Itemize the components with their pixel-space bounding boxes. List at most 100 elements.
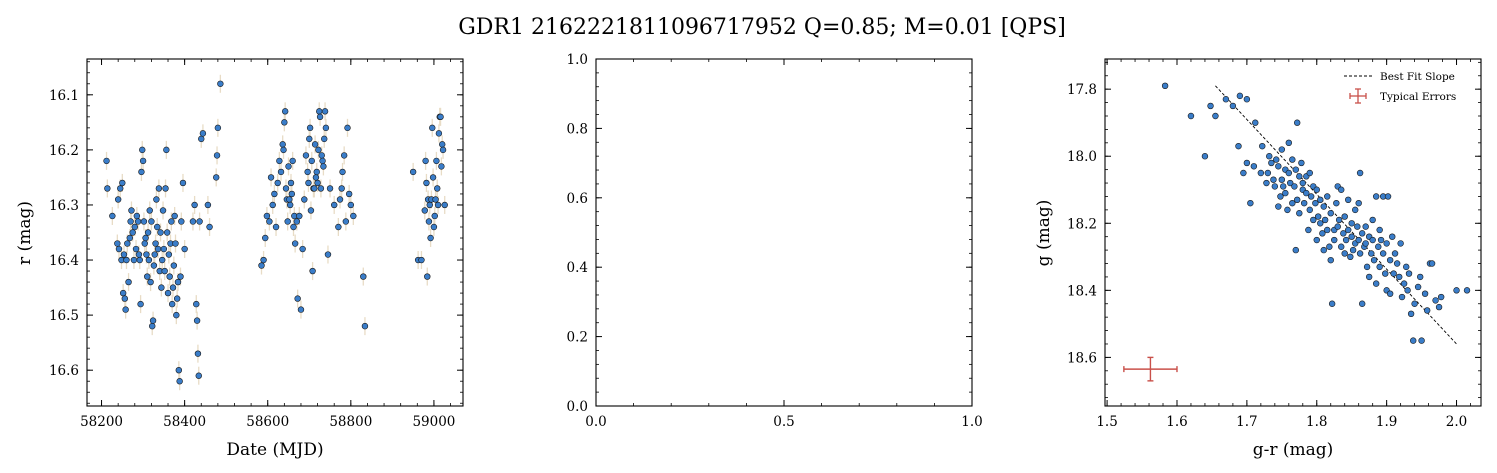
data-point [165, 251, 173, 258]
data-point [117, 185, 124, 192]
data-point [1285, 139, 1293, 147]
data-point [318, 152, 325, 159]
x-tick-label: 1.9 [1376, 414, 1397, 430]
data-point [162, 185, 169, 192]
data-point [125, 278, 132, 286]
data-point [1407, 310, 1415, 318]
data-point [122, 306, 129, 313]
data-point [439, 141, 446, 148]
data-point [1305, 226, 1312, 234]
data-point [171, 212, 178, 220]
data-point [1348, 220, 1355, 227]
data-point [123, 256, 130, 264]
data-point [284, 218, 291, 225]
data-point [147, 278, 154, 286]
data-point [1300, 199, 1308, 207]
data-point [1334, 223, 1341, 230]
data-point [1201, 153, 1209, 160]
data-point [1319, 230, 1326, 237]
y-axis-label: g (mag) [1034, 200, 1054, 267]
data-point [1289, 156, 1296, 163]
data-point [1355, 236, 1362, 244]
data-point [1342, 236, 1350, 244]
data-point [345, 190, 353, 198]
data-point [1292, 166, 1299, 173]
data-point [1324, 226, 1331, 234]
data-point [1328, 300, 1336, 307]
data-point [1310, 216, 1317, 224]
data-point [214, 124, 222, 132]
data-point [1268, 159, 1275, 167]
y-axis-label: r (mag) [15, 201, 35, 265]
data-point [1314, 213, 1322, 220]
plot-frame [1104, 58, 1482, 407]
data-point [131, 223, 138, 231]
data-point [1435, 303, 1443, 311]
data-point [195, 372, 202, 379]
data-point [1324, 193, 1331, 200]
data-point [266, 218, 273, 225]
data-point [138, 168, 145, 176]
data-point [154, 223, 161, 231]
data-point [204, 201, 212, 209]
y-tick-label: 0.6 [567, 191, 588, 207]
data-point [1306, 206, 1313, 214]
data-point [287, 179, 295, 187]
data-point [1187, 112, 1195, 120]
data-point [335, 223, 342, 231]
data-point [1363, 263, 1371, 271]
data-point [1437, 293, 1445, 301]
data-point [150, 262, 158, 269]
x-tick-label: 1.0 [961, 414, 982, 430]
data-layer [103, 74, 448, 391]
x-axis-label: g-r (mag) [1253, 440, 1334, 460]
data-point [189, 218, 197, 225]
data-point [155, 185, 163, 192]
data-point [1296, 210, 1303, 217]
data-point [114, 196, 122, 203]
data-point [1405, 270, 1413, 277]
data-point [1298, 159, 1305, 167]
data-point [427, 234, 434, 242]
data-point [1414, 283, 1422, 291]
data-point [217, 80, 224, 87]
data-point [1222, 96, 1230, 103]
data-point [1356, 250, 1364, 257]
data-point [177, 273, 184, 280]
data-point [194, 350, 202, 357]
data-point [1326, 243, 1333, 250]
data-point [133, 212, 141, 220]
data-point [1453, 287, 1460, 294]
data-point [159, 256, 166, 264]
data-point [1379, 250, 1387, 257]
data-point [262, 234, 269, 242]
data-point [1372, 280, 1380, 287]
data-point [439, 146, 447, 154]
data-point [1273, 156, 1280, 163]
data-point [421, 207, 428, 214]
data-point [360, 273, 367, 280]
data-point [151, 251, 158, 258]
data-point [130, 256, 138, 264]
data-point [115, 245, 123, 253]
data-point [1252, 119, 1259, 126]
data-point [296, 212, 303, 220]
data-point [269, 201, 276, 209]
data-point [1278, 146, 1286, 153]
data-point [152, 240, 159, 247]
data-point [286, 196, 293, 203]
data-point [153, 196, 160, 203]
plot-area: 1.5 1.6 1.7 1.8 1.9 2.0 17.8 18.0 18.2 18.4 18.6 [1067, 58, 1482, 430]
data-point [1282, 189, 1289, 197]
data-point [271, 190, 278, 198]
data-point [263, 212, 271, 220]
data-point [1411, 300, 1418, 307]
y-tick-label: 0.4 [567, 260, 588, 276]
data-point [174, 278, 182, 286]
data-point [1423, 307, 1431, 314]
data-point [418, 256, 425, 264]
data-point [161, 267, 168, 275]
data-point [1341, 213, 1348, 220]
data-point [1285, 169, 1293, 177]
data-layer [1123, 82, 1471, 382]
